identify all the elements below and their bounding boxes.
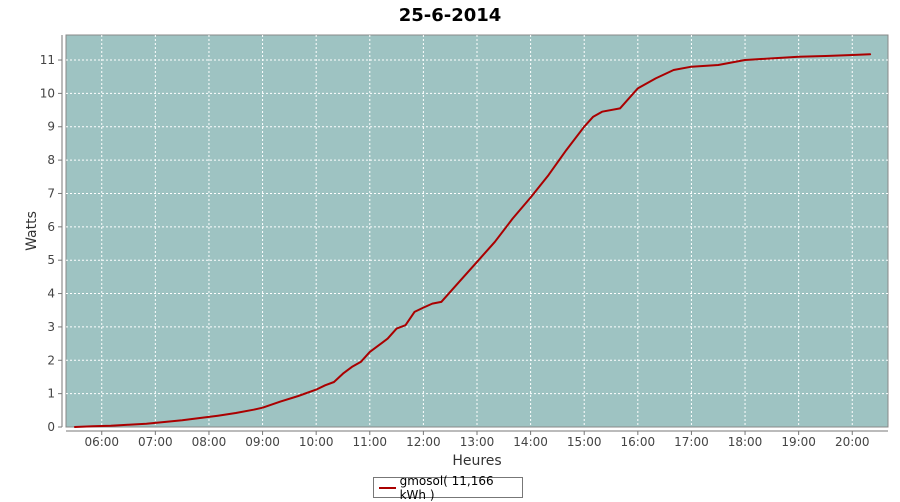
x-tick-label: 19:00 (781, 435, 816, 449)
grid-lines (66, 35, 888, 427)
x-tick-label: 15:00 (567, 435, 602, 449)
x-tick-label: 14:00 (513, 435, 548, 449)
y-axis-ticks: 0 1 2 3 4 5 6 7 8 9 10 11 (40, 53, 62, 434)
y-tick-label: 1 (47, 387, 55, 401)
series-line (73, 53, 872, 428)
x-tick-label: 16:00 (621, 435, 656, 449)
y-tick-label: 2 (47, 353, 55, 367)
y-tick-label: 8 (47, 153, 55, 167)
x-tick-label: 20:00 (835, 435, 870, 449)
x-tick-label: 09:00 (245, 435, 280, 449)
y-tick-label: 9 (47, 120, 55, 134)
legend-label: gmosol( 11,166 kWh ) (399, 473, 494, 502)
legend: gmosol( 11,166 kWh ) (373, 474, 523, 502)
x-tick-label: 18:00 (728, 435, 763, 449)
x-tick-label: 06:00 (84, 435, 119, 449)
y-tick-label: 5 (47, 253, 55, 267)
x-tick-label: 13:00 (460, 435, 495, 449)
y-tick-label: 7 (47, 186, 55, 200)
x-axis-ticks: 06:00 07:00 08:00 09:00 10:00 11:00 12:00 13:00… (84, 431, 870, 449)
x-tick-label: 10:00 (299, 435, 334, 449)
y-tick-label: 11 (40, 53, 55, 67)
y-tick-label: 4 (47, 287, 55, 301)
y-tick-label: 6 (47, 220, 55, 234)
y-tick-label: 3 (47, 320, 55, 334)
x-tick-label: 12:00 (406, 435, 441, 449)
y-axis-label: Watts (24, 211, 40, 251)
x-axis-label: Heures (452, 453, 501, 469)
chart-title: 25-6-2014 (399, 5, 502, 26)
y-tick-label: 0 (47, 420, 55, 434)
x-tick-label: 07:00 (138, 435, 173, 449)
y-tick-label: 10 (40, 86, 55, 100)
legend-swatch (379, 486, 396, 489)
x-tick-label: 11:00 (352, 435, 387, 449)
x-tick-label: 08:00 (192, 435, 227, 449)
x-tick-label: 17:00 (674, 435, 709, 449)
series-layer (73, 53, 872, 428)
